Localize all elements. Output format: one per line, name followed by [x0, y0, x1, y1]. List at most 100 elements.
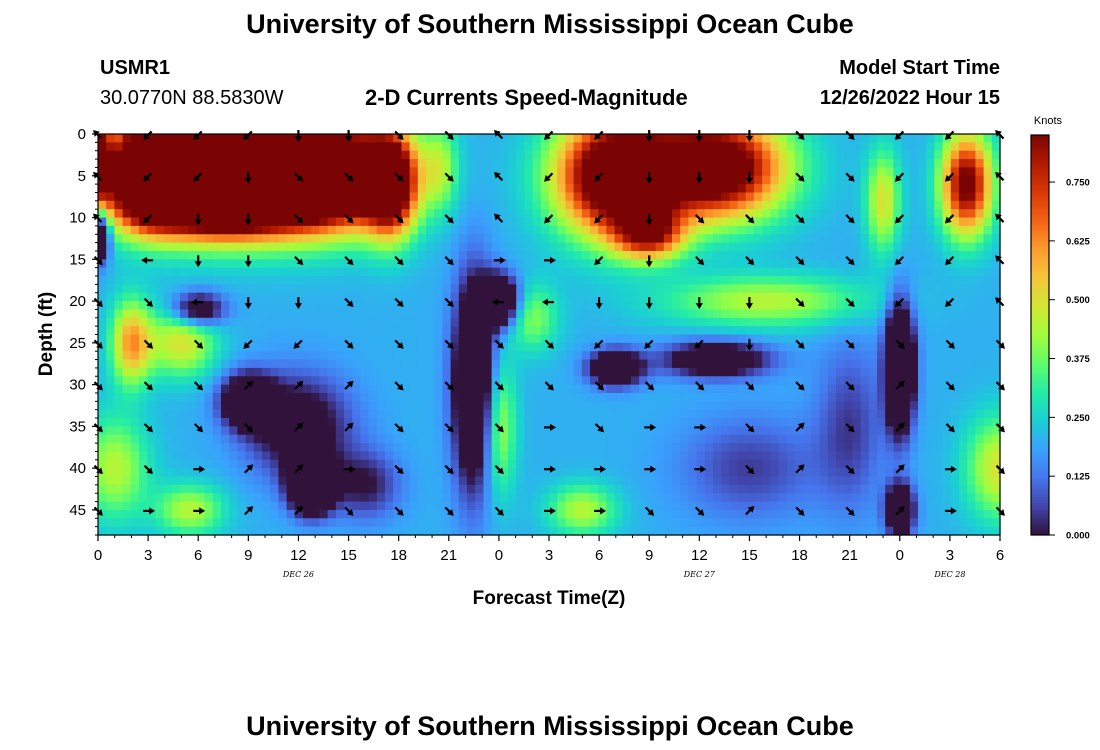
heat-cell [171, 192, 181, 202]
heat-cell [393, 334, 402, 344]
heat-cell [877, 443, 886, 453]
heat-cell [909, 134, 919, 143]
heat-cell [680, 501, 689, 511]
heat-cell [385, 509, 394, 519]
heat-cell [729, 209, 739, 219]
heat-cell [557, 434, 566, 444]
heat-cell [229, 351, 238, 361]
heat-cell [590, 184, 599, 194]
heat-cell [417, 284, 427, 294]
heat-cell [196, 434, 206, 444]
heat-cell [721, 242, 730, 252]
heat-cell [409, 468, 419, 478]
heat-cell [286, 259, 296, 269]
heat-cell [819, 259, 829, 269]
heat-cell [253, 501, 263, 511]
heat-cell [696, 250, 706, 260]
heat-cell [549, 426, 558, 436]
heat-cell [590, 317, 599, 327]
heat-cell [376, 134, 386, 143]
heat-cell [319, 501, 329, 511]
heat-cell [926, 284, 935, 294]
heat-cell [278, 309, 288, 319]
heat-cell [475, 384, 484, 394]
heat-cell [786, 451, 796, 461]
heat-cell [294, 409, 304, 419]
station-coordinates: 30.0770N 88.5830W [100, 87, 284, 109]
heat-cell [114, 384, 124, 394]
heat-cell [417, 192, 427, 202]
heat-cell [631, 426, 640, 436]
heat-cell [360, 142, 370, 152]
heat-cell [147, 134, 156, 143]
heat-cell [221, 134, 230, 143]
heat-cell [770, 259, 780, 269]
heat-cell [737, 351, 747, 361]
heat-cell [827, 476, 837, 486]
heat-cell [983, 367, 993, 377]
heat-cell [909, 367, 919, 377]
heat-cell [385, 192, 394, 202]
heat-cell [836, 250, 845, 260]
heat-cell [942, 401, 952, 411]
heat-cell [491, 175, 501, 185]
heat-cell [499, 443, 509, 453]
heat-cell [868, 284, 878, 294]
heat-cell [557, 217, 566, 227]
heat-cell [98, 317, 107, 327]
heat-cell [942, 468, 952, 478]
heat-cell [991, 468, 1001, 478]
heat-cell [860, 217, 870, 227]
heat-cell [909, 284, 919, 294]
heat-cell [868, 317, 878, 327]
heat-cell [122, 351, 132, 361]
heat-cell [262, 459, 271, 469]
heat-cell [581, 401, 591, 411]
heat-cell [335, 493, 345, 503]
heat-cell [647, 200, 657, 210]
heat-cell [639, 484, 648, 494]
heat-cell [245, 184, 255, 194]
heat-cell [918, 317, 927, 327]
heat-cell [983, 159, 993, 169]
heat-cell [450, 134, 460, 143]
heat-cell [737, 159, 747, 169]
heat-cell [467, 234, 476, 244]
heat-cell [565, 367, 575, 377]
heat-cell [737, 175, 747, 185]
heat-cell [180, 376, 189, 386]
heat-cell [327, 267, 337, 277]
heat-cell [294, 392, 304, 402]
heat-cell [524, 134, 534, 143]
heat-cell [516, 150, 525, 160]
heat-cell [622, 376, 632, 386]
heat-cell [188, 309, 197, 319]
heat-cell [360, 468, 370, 478]
heat-cell [229, 284, 238, 294]
heat-cell [565, 392, 575, 402]
heat-cell [450, 242, 460, 252]
heat-cell [901, 175, 911, 185]
heat-cell [729, 276, 739, 285]
heat-cell [270, 292, 279, 302]
heat-cell [901, 284, 911, 294]
heat-cell [737, 376, 747, 386]
heat-cell [155, 301, 165, 311]
heat-cell [762, 409, 771, 419]
heat-cell [278, 242, 288, 252]
heat-cell [688, 317, 698, 327]
heat-cell [827, 342, 837, 352]
heat-cell [565, 259, 575, 269]
heat-cell [303, 234, 312, 244]
heat-cell [532, 493, 542, 503]
heat-cell [442, 159, 452, 169]
heat-cell [286, 418, 296, 427]
heat-cell [770, 367, 780, 377]
heat-cell [401, 192, 411, 202]
heat-cell [237, 426, 247, 436]
heat-cell [934, 401, 944, 411]
heat-cell [950, 301, 960, 311]
heat-cell [475, 501, 484, 511]
heat-cell [606, 443, 616, 453]
heat-cell [573, 392, 583, 402]
